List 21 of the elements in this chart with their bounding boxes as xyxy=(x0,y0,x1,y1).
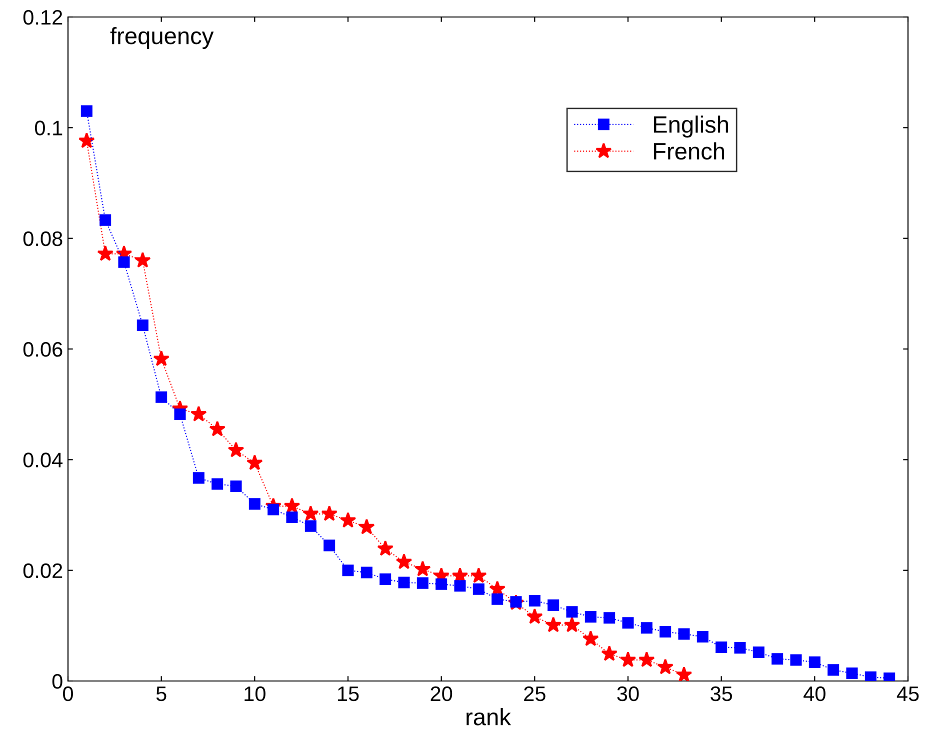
y-tick-label: 0.08 xyxy=(23,231,62,246)
x-tick-label: 25 xyxy=(524,686,546,702)
y-tick-label: 0 xyxy=(52,674,62,689)
y-tick-label: 0.06 xyxy=(23,342,62,357)
y-tick-label: 0.02 xyxy=(23,563,62,578)
y-tick-label: 0.04 xyxy=(23,452,63,468)
x-axis-title: rank xyxy=(466,708,511,726)
x-tick-label: 20 xyxy=(430,686,452,702)
x-tick-label: 5 xyxy=(156,686,166,702)
x-tick-label: 40 xyxy=(804,686,826,702)
legend-label: French xyxy=(654,142,724,160)
y-tick-label: 0.1 xyxy=(34,120,62,136)
y-tick-label: 0.12 xyxy=(23,10,62,25)
x-tick-label: 0 xyxy=(63,686,73,702)
legend-label: English xyxy=(654,116,728,138)
annotation: frequency xyxy=(110,26,214,49)
x-tick-label: 15 xyxy=(338,686,359,702)
x-tick-label: 35 xyxy=(710,686,732,702)
x-tick-label: 30 xyxy=(617,686,639,702)
x-tick-label: 45 xyxy=(896,686,919,702)
x-tick-label: 10 xyxy=(244,686,266,702)
